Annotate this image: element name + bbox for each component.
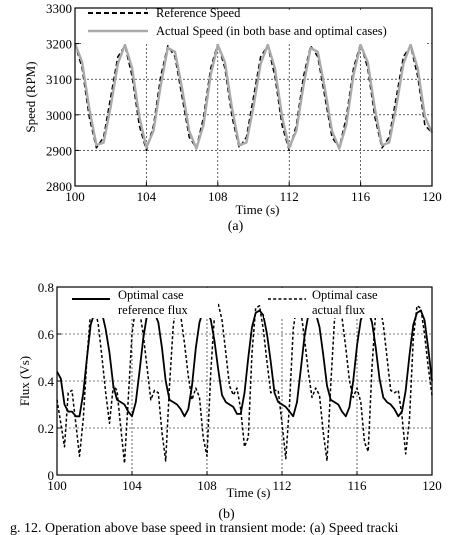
- x-tick-label: 100: [47, 478, 67, 493]
- legend-label-2: Actual Speed (in both base and optimal c…: [156, 24, 387, 38]
- y-tick-label: 0.4: [38, 374, 55, 389]
- x-tick-label: 108: [197, 478, 217, 493]
- chart-panel-a: 100 104 108 112 116 120 2800 2900 3000 3100 3200 33…: [23, 1, 442, 234]
- x-tick-label: 108: [208, 189, 228, 204]
- y-tick-label: 3100: [46, 72, 72, 87]
- series-line-2: [73, 43, 434, 150]
- y-axis-label: Flux (Vs): [17, 356, 32, 406]
- x-axis-label: Time (s): [236, 202, 280, 217]
- legend-label-2: Optimal case actual flux: [312, 288, 378, 317]
- legend-label-1: Optimal case reference flux: [118, 288, 188, 317]
- y-tick-label: 3300: [46, 1, 72, 16]
- y-tick-label: 3200: [46, 37, 72, 52]
- y-tick-label: 0.2: [38, 421, 54, 436]
- chart-panel-b: 100 104 108 112 116 120 0 0.2 0.4 0.6 0.8 Time (s) F…: [17, 280, 442, 522]
- figure-caption: g. 12. Operation above base speed in tra…: [10, 521, 398, 535]
- panel-label: (b): [218, 507, 235, 522]
- legend-background: [82, 10, 427, 44]
- y-tick-label: 2800: [46, 179, 72, 194]
- panel-label: (a): [228, 219, 244, 234]
- x-tick-label: 100: [65, 189, 85, 204]
- plot-frame: [74, 7, 433, 187]
- x-tick-label: 116: [351, 189, 371, 204]
- series-line-2: [56, 302, 433, 465]
- x-axis-label: Time (s): [227, 485, 271, 500]
- x-tick-label: 112: [272, 478, 291, 493]
- y-tick-label: 0.6: [38, 327, 55, 342]
- y-tick-label: 3000: [46, 108, 72, 123]
- legend-line: Optimal case: [312, 288, 378, 302]
- legend-label-1: Reference Speed: [156, 6, 241, 20]
- legend-line: reference flux: [118, 303, 188, 317]
- legend-background-1: [68, 288, 218, 318]
- y-tick-label: 2900: [46, 143, 72, 158]
- y-tick-label: 0.8: [38, 280, 54, 295]
- x-tick-label: 120: [422, 478, 442, 493]
- legend-line: Optimal case: [118, 288, 184, 302]
- legend-line: actual flux: [312, 303, 366, 317]
- x-tick-label: 112: [280, 189, 299, 204]
- x-tick-label: 120: [422, 189, 442, 204]
- series-line-1: [56, 309, 433, 418]
- y-axis-label: Speed (RPM): [23, 61, 38, 132]
- y-tick-label: 0: [48, 468, 55, 483]
- x-tick-label: 104: [137, 189, 157, 204]
- x-tick-label: 104: [122, 478, 142, 493]
- legend-background-2: [264, 288, 414, 318]
- x-tick-label: 116: [347, 478, 367, 493]
- legend: Reference Speed Actual Speed (in both bas…: [82, 6, 427, 44]
